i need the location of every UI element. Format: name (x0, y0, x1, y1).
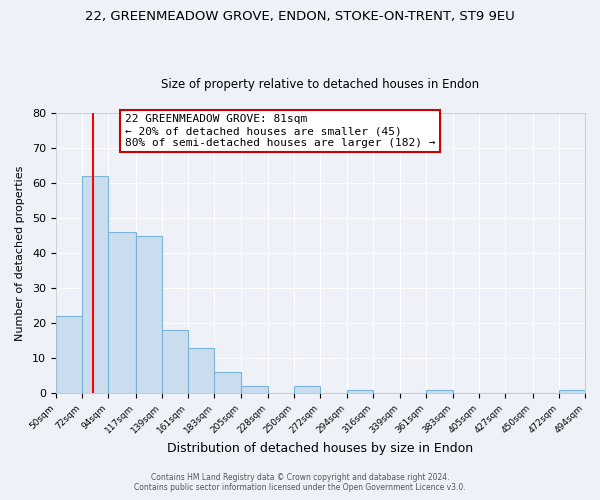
Bar (241, 386, 268, 393)
Bar (108, 232, 136, 393)
Bar (559, 390, 585, 393)
Bar (56, 316, 82, 393)
Y-axis label: Number of detached properties: Number of detached properties (15, 166, 25, 341)
Bar (347, 390, 373, 393)
Text: 22, GREENMEADOW GROVE, ENDON, STOKE-ON-TRENT, ST9 9EU: 22, GREENMEADOW GROVE, ENDON, STOKE-ON-T… (85, 10, 515, 23)
Bar (162, 330, 188, 393)
Bar (188, 348, 214, 393)
Text: 22 GREENMEADOW GROVE: 81sqm
← 20% of detached houses are smaller (45)
80% of sem: 22 GREENMEADOW GROVE: 81sqm ← 20% of det… (125, 114, 435, 148)
Bar (214, 372, 241, 393)
Bar (136, 236, 162, 393)
Bar (82, 176, 108, 393)
X-axis label: Distribution of detached houses by size in Endon: Distribution of detached houses by size … (167, 442, 473, 455)
Title: Size of property relative to detached houses in Endon: Size of property relative to detached ho… (161, 78, 479, 91)
Bar (427, 390, 452, 393)
Bar (294, 386, 320, 393)
Text: Contains HM Land Registry data © Crown copyright and database right 2024.
Contai: Contains HM Land Registry data © Crown c… (134, 473, 466, 492)
